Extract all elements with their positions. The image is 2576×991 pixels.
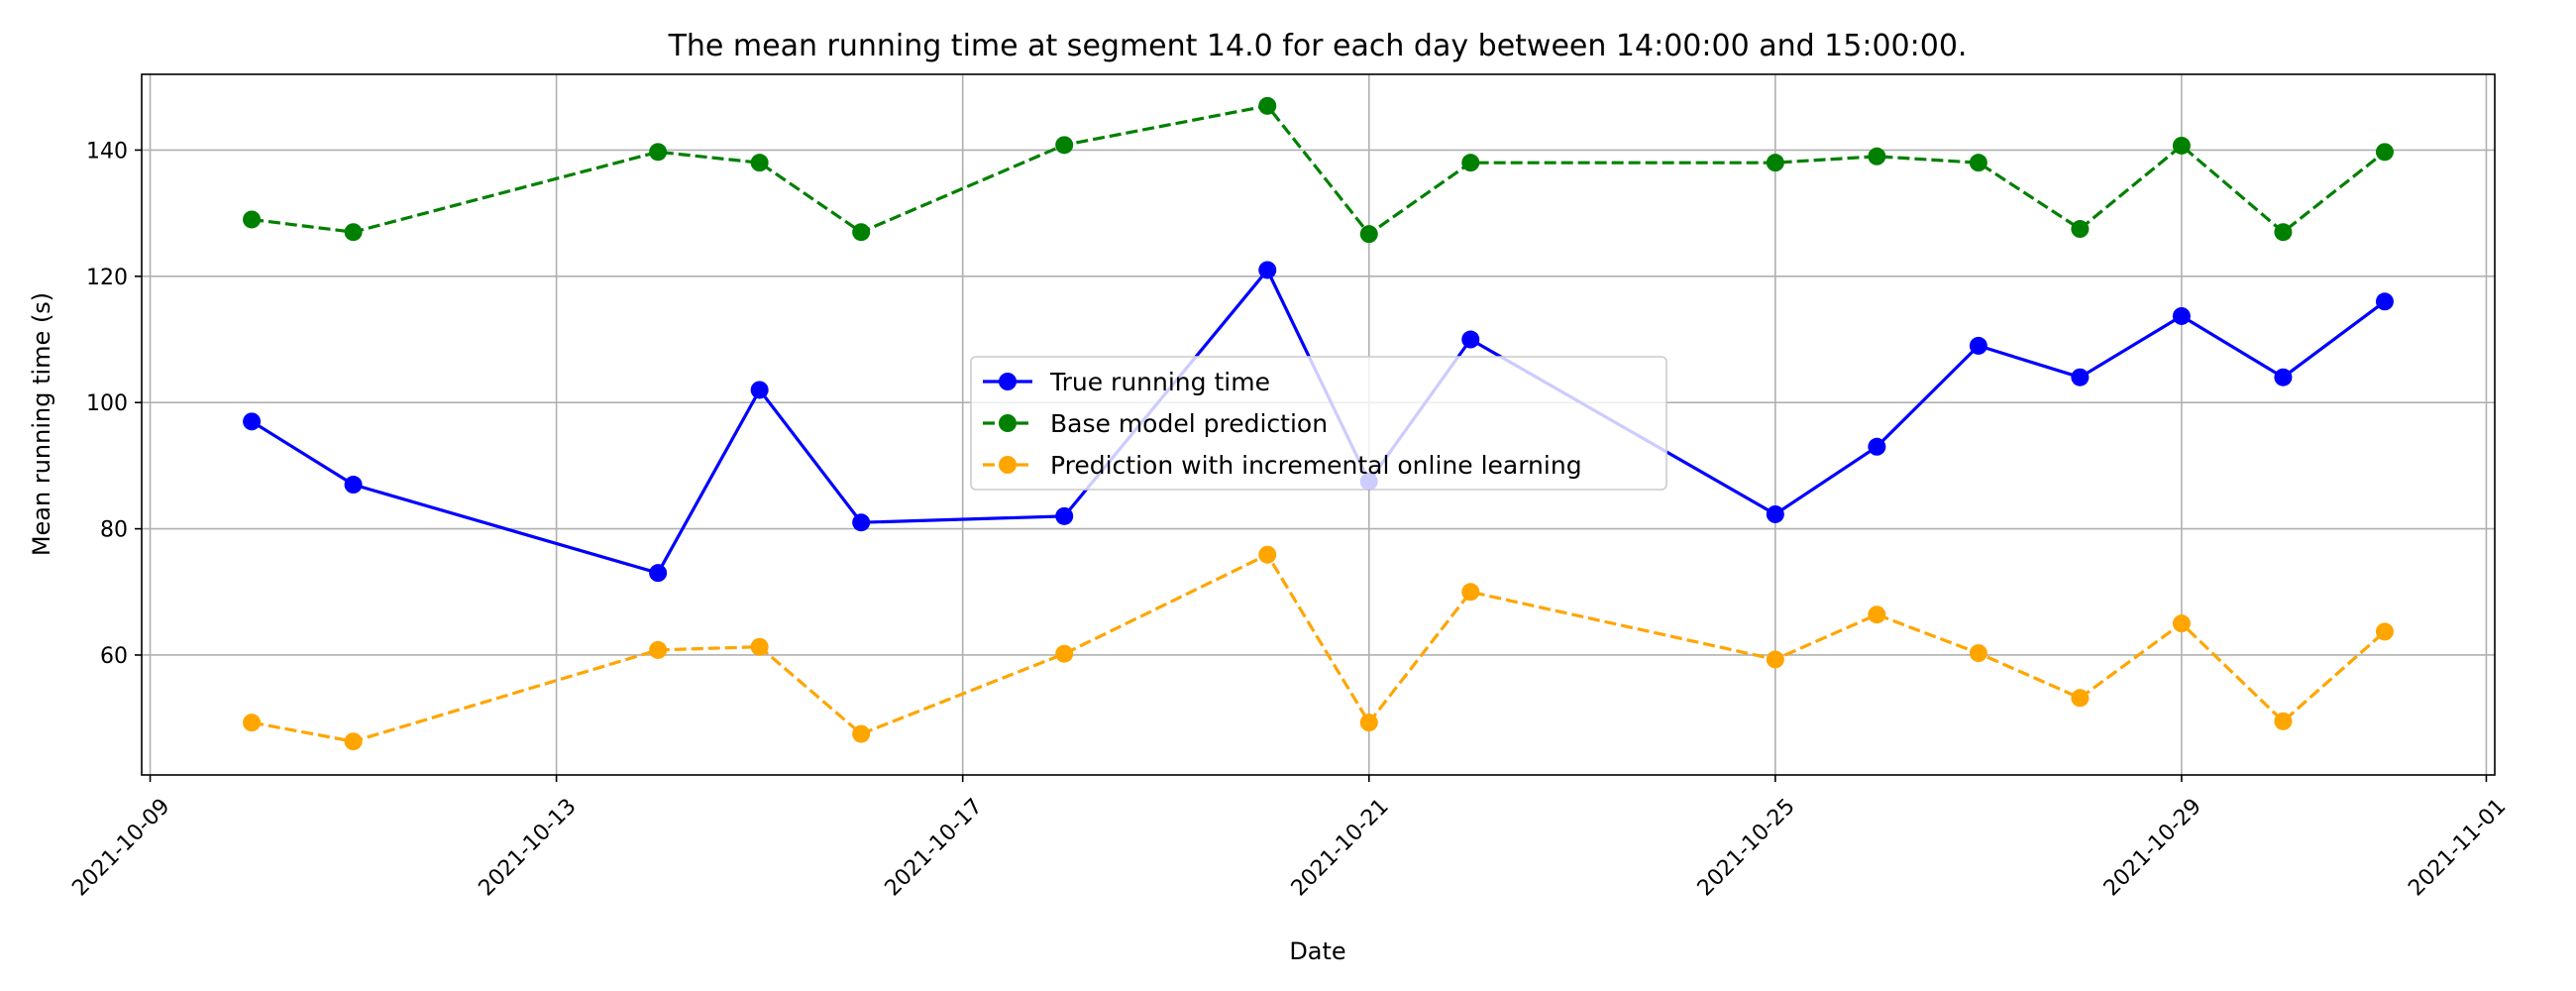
- y-tick-label: 80: [100, 518, 128, 543]
- data-point: [243, 714, 262, 732]
- data-point: [750, 637, 769, 656]
- legend-label: Prediction with incremental online learn…: [1050, 451, 1582, 480]
- data-point: [2274, 368, 2293, 386]
- data-point: [1766, 504, 1784, 523]
- data-point: [344, 223, 363, 242]
- data-point: [344, 476, 363, 495]
- data-point: [1258, 261, 1277, 279]
- data-point: [2071, 368, 2090, 386]
- y-tick-label: 120: [86, 266, 128, 290]
- y-tick-label: 60: [100, 644, 128, 669]
- y-tick-label: 100: [86, 391, 128, 416]
- legend-label: True running time: [1049, 368, 1270, 396]
- data-point: [1969, 154, 1987, 172]
- data-point: [1461, 330, 1480, 349]
- data-point: [2375, 143, 2394, 162]
- data-point: [1359, 714, 1378, 732]
- data-point: [852, 223, 871, 242]
- y-tick-label: 140: [86, 139, 128, 164]
- data-point: [750, 154, 769, 172]
- legend-marker: [999, 414, 1017, 432]
- x-axis-title: Date: [1289, 937, 1345, 965]
- series-2: [243, 96, 2394, 244]
- data-point: [1258, 96, 1277, 115]
- data-point: [1969, 336, 1987, 355]
- data-point: [344, 732, 363, 751]
- data-point: [852, 724, 871, 743]
- data-point: [1055, 506, 1074, 525]
- data-point: [1868, 147, 1886, 165]
- data-point: [243, 412, 262, 431]
- data-point: [1969, 644, 1987, 663]
- data-point: [750, 381, 769, 399]
- data-point: [1055, 136, 1074, 155]
- data-point: [852, 513, 871, 532]
- data-point: [1868, 606, 1886, 624]
- data-point: [1868, 437, 1886, 456]
- plot-frame: [141, 73, 2496, 776]
- data-point: [1461, 583, 1480, 602]
- legend: True running time Base model prediction Pr…: [970, 356, 1667, 491]
- legend-marker: [999, 456, 1017, 474]
- data-point: [1766, 154, 1784, 172]
- chart-title: The mean running time at segment 14.0 fo…: [668, 29, 1968, 63]
- legend-box: [970, 356, 1667, 491]
- data-point: [2071, 220, 2090, 239]
- data-point: [1055, 644, 1074, 663]
- series-line: [251, 553, 2386, 743]
- legend-marker: [999, 373, 1017, 390]
- data-point: [1461, 154, 1480, 172]
- data-point: [2172, 614, 2191, 633]
- data-point: [1359, 225, 1378, 244]
- data-point: [243, 210, 262, 229]
- data-point: [2172, 136, 2191, 155]
- data-point: [2375, 622, 2394, 641]
- data-point: [2274, 223, 2293, 242]
- legend-label: Base model prediction: [1050, 409, 1328, 438]
- data-point: [1766, 650, 1784, 669]
- data-point: [2172, 306, 2191, 325]
- data-point: [2274, 712, 2293, 730]
- data-point: [2071, 689, 2090, 708]
- y-axis-title: Mean running time (s): [28, 292, 55, 556]
- data-point: [649, 640, 668, 659]
- series-3: [243, 545, 2394, 751]
- data-point: [1258, 545, 1277, 564]
- data-point: [2375, 292, 2394, 311]
- data-point: [649, 564, 668, 583]
- data-point: [649, 143, 668, 162]
